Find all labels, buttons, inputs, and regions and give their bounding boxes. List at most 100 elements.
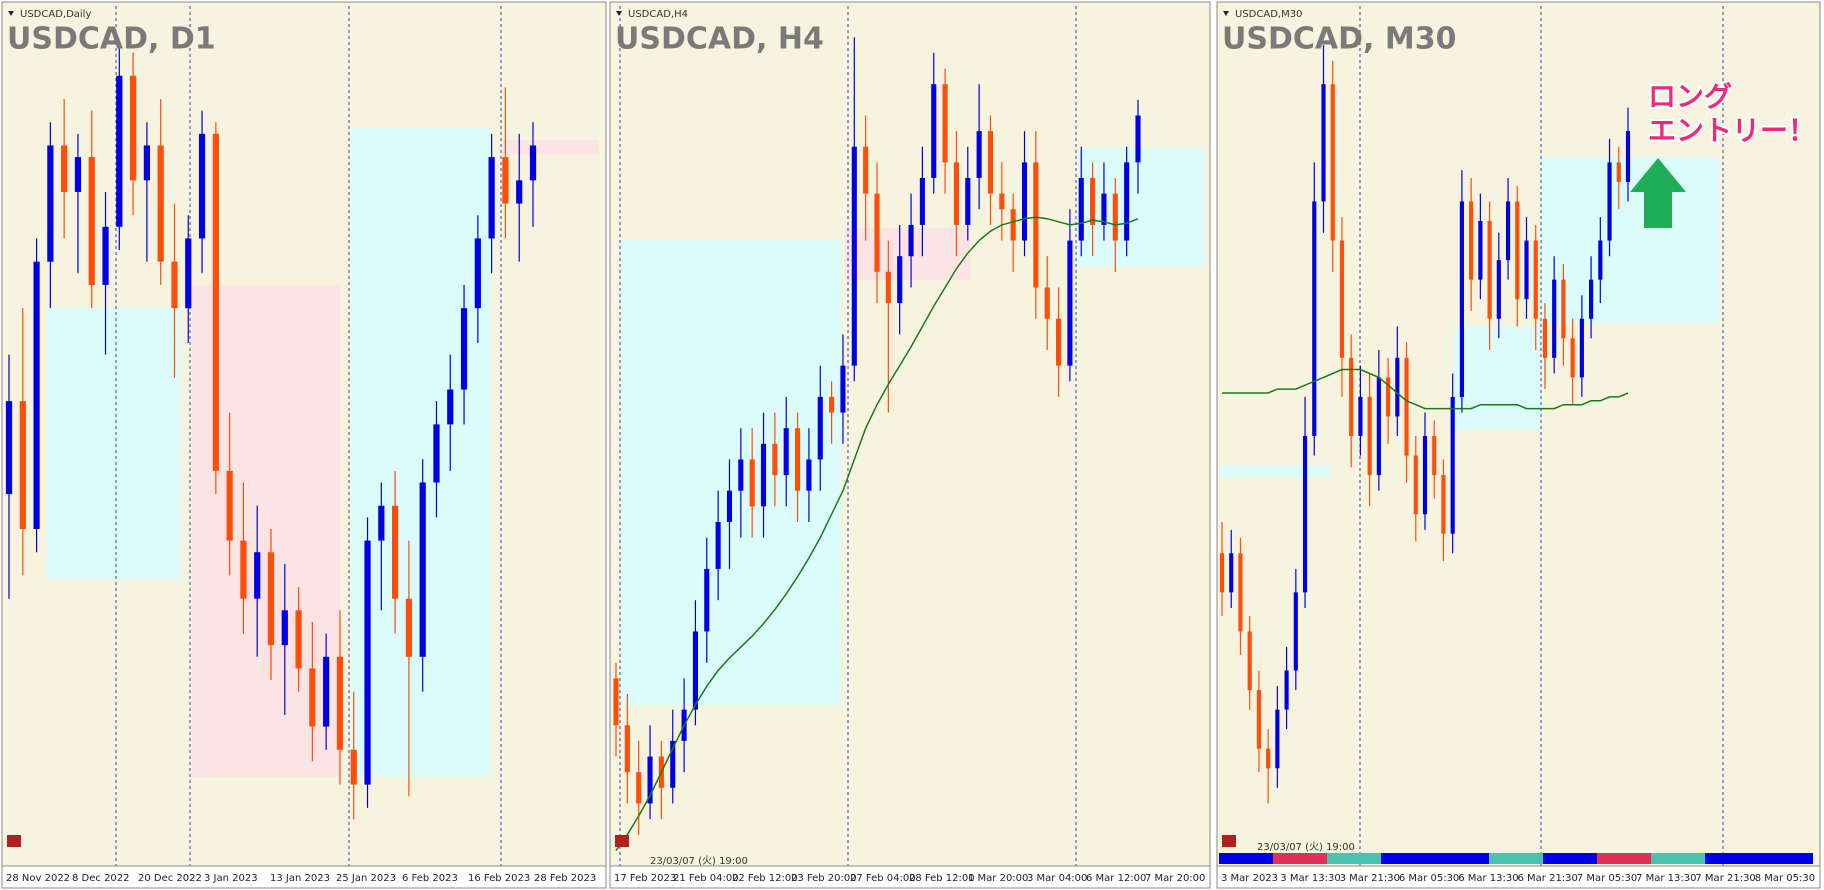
candle-body	[1056, 318, 1062, 366]
session-bar	[1759, 853, 1813, 864]
candle-body	[157, 145, 164, 262]
cursor-time: 23/03/07 (火) 19:00	[650, 855, 748, 867]
price-zone	[621, 240, 841, 705]
candle-body	[806, 459, 812, 491]
x-tick-label: 17 Feb 2023	[614, 873, 676, 884]
price-zone	[1220, 465, 1330, 477]
candle-body	[336, 656, 344, 750]
candle-body	[1293, 592, 1298, 671]
session-bar	[1651, 853, 1705, 864]
candle-body	[1349, 357, 1354, 436]
session-bar	[1273, 853, 1327, 864]
candle-body	[1044, 287, 1050, 319]
candle-body	[624, 725, 630, 773]
candle-body	[1459, 201, 1464, 397]
candle-body	[1404, 357, 1409, 456]
candle-body	[323, 656, 330, 727]
session-bar	[1435, 853, 1489, 864]
x-tick-label: 13 Jan 2023	[270, 873, 330, 884]
candle-body	[61, 145, 68, 192]
candle-body	[1078, 178, 1084, 241]
price-zone	[1078, 148, 1205, 266]
moving-average	[1222, 368, 1629, 410]
candle-body	[1524, 240, 1529, 300]
candle-body	[704, 568, 710, 632]
price-zone	[1454, 326, 1542, 430]
candle-body	[953, 162, 959, 225]
x-tick-label: 23 Feb 20:00	[791, 873, 857, 884]
candle-body	[783, 428, 789, 476]
candle-body	[919, 178, 925, 225]
candle-body	[613, 678, 619, 726]
candle-body	[33, 261, 40, 529]
candle-body	[281, 610, 288, 646]
candle-body	[1496, 260, 1501, 319]
candle-body	[976, 131, 982, 178]
price-zone	[1541, 157, 1719, 323]
x-tick-label: 3 Mar 13:30	[1280, 873, 1340, 884]
candle-body	[1256, 690, 1261, 749]
candle-body	[897, 256, 903, 304]
candle-body	[1478, 221, 1483, 280]
candle-body	[1422, 436, 1428, 515]
annotation: ロング	[1648, 80, 1732, 113]
candle-body	[647, 756, 653, 804]
candle-body	[817, 396, 823, 460]
x-tick-label: 7 Mar 13:30	[1636, 873, 1696, 884]
candle-body	[364, 540, 371, 785]
candle-body	[772, 443, 778, 476]
x-tick-label: 8 Mar 05:30	[1755, 873, 1815, 884]
candle-body	[405, 598, 412, 657]
candle-body	[1570, 338, 1575, 378]
candle-body	[1229, 553, 1234, 593]
candle-body	[1090, 178, 1096, 225]
chart-title: USDCAD, D1	[7, 22, 216, 57]
chart-title: USDCAD, M30	[1222, 22, 1456, 57]
candle-body	[267, 552, 275, 646]
candle-body	[1469, 201, 1474, 280]
candle-body	[295, 610, 302, 669]
candle-body	[502, 157, 509, 204]
candle-body	[965, 178, 971, 225]
candle-body	[47, 145, 54, 262]
x-tick-label: 3 Mar 21:30	[1340, 873, 1400, 884]
candle-body	[198, 133, 206, 239]
candle-body	[143, 145, 150, 181]
x-tick-label: 6 Mar 12:00	[1086, 873, 1146, 884]
candle-body	[1033, 162, 1039, 288]
price-zone	[845, 228, 970, 280]
session-bar	[1219, 853, 1273, 864]
price-zone	[351, 128, 491, 777]
x-tick-label: 28 Feb 12:00	[909, 873, 975, 884]
candle-body	[840, 365, 846, 413]
candle-body	[1010, 209, 1016, 241]
candle-body	[1339, 240, 1345, 358]
close-button	[1222, 835, 1236, 847]
candle-body	[1450, 396, 1455, 534]
candle-body	[1598, 240, 1603, 280]
candle-body	[1302, 436, 1308, 593]
x-tick-label: 6 Mar 21:30	[1518, 873, 1578, 884]
x-tick-label: 3 Jan 2023	[204, 873, 258, 884]
panel-background	[1216, 1, 1821, 867]
price-zone	[502, 140, 599, 155]
x-tick-label: 21 Feb 04:00	[673, 873, 739, 884]
candle-body	[863, 146, 869, 194]
close-button	[615, 835, 629, 847]
candle-body	[474, 238, 481, 309]
x-tick-label: 25 Jan 2023	[336, 873, 396, 884]
candle-body	[433, 424, 440, 483]
candle-body	[999, 193, 1005, 210]
candle-body	[1616, 162, 1621, 182]
candle-body	[885, 271, 891, 304]
x-tick-label: 3 Mar 2023	[1221, 873, 1278, 884]
session-bar	[1597, 853, 1651, 864]
x-tick-label: 22 Feb 12:00	[732, 873, 798, 884]
candle-body	[378, 505, 385, 541]
candle-body	[1219, 553, 1225, 593]
session-bar	[1327, 853, 1381, 864]
candle-body	[516, 180, 523, 204]
candle-body	[1432, 436, 1437, 476]
candle-body	[987, 131, 994, 194]
